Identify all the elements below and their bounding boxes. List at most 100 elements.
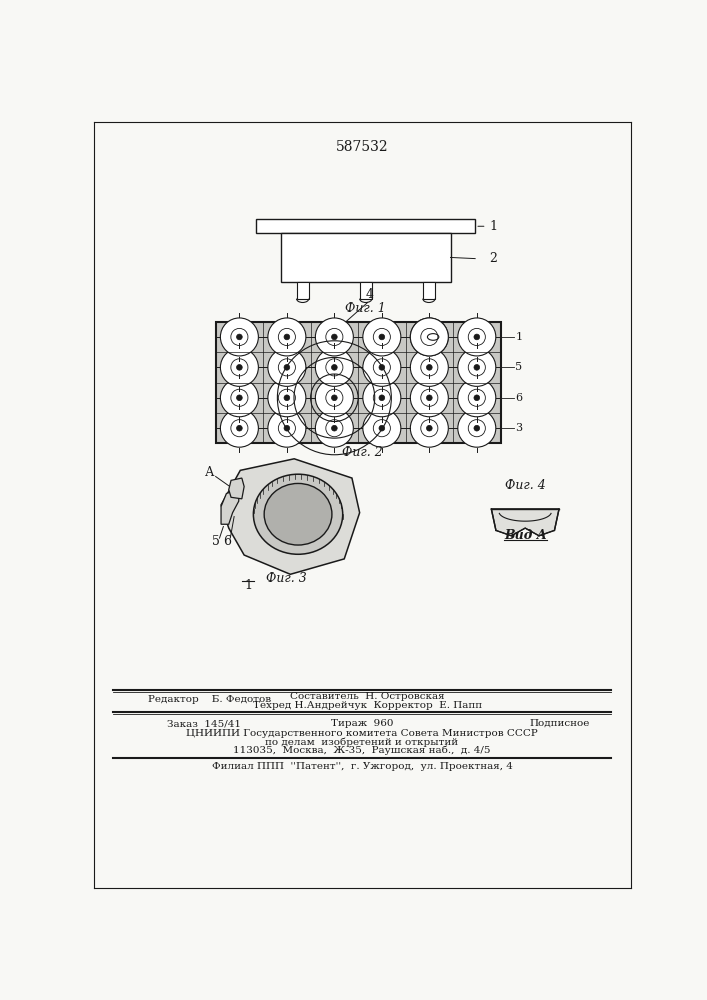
Circle shape xyxy=(279,420,296,437)
Circle shape xyxy=(315,379,354,417)
Circle shape xyxy=(268,348,306,386)
Circle shape xyxy=(237,425,243,431)
Circle shape xyxy=(332,395,337,401)
Circle shape xyxy=(279,359,296,376)
Circle shape xyxy=(363,318,401,356)
Circle shape xyxy=(421,389,438,406)
Text: 5: 5 xyxy=(515,362,522,372)
Circle shape xyxy=(458,409,496,447)
Text: Заказ  145/41: Заказ 145/41 xyxy=(167,719,241,728)
Text: 1: 1 xyxy=(244,579,252,592)
Circle shape xyxy=(410,318,448,356)
Text: Фиг. 3: Фиг. 3 xyxy=(266,572,307,585)
Circle shape xyxy=(326,359,343,376)
Text: Составитель  Н. Островская: Составитель Н. Островская xyxy=(290,692,445,701)
Circle shape xyxy=(426,365,432,370)
Circle shape xyxy=(379,425,385,431)
Circle shape xyxy=(326,420,343,437)
Circle shape xyxy=(458,348,496,386)
Bar xyxy=(216,322,501,443)
Text: Фиг. 4: Фиг. 4 xyxy=(505,479,546,492)
Circle shape xyxy=(279,389,296,406)
Bar xyxy=(256,219,475,233)
Circle shape xyxy=(474,365,479,370)
Text: Фиг. 1: Фиг. 1 xyxy=(344,302,385,315)
Circle shape xyxy=(315,318,354,356)
Circle shape xyxy=(363,379,401,417)
Circle shape xyxy=(221,409,258,447)
Circle shape xyxy=(363,409,401,447)
Polygon shape xyxy=(221,459,360,574)
Circle shape xyxy=(421,328,438,345)
Circle shape xyxy=(363,348,401,386)
Circle shape xyxy=(373,359,390,376)
Circle shape xyxy=(468,328,486,345)
Circle shape xyxy=(326,328,343,345)
Circle shape xyxy=(410,348,448,386)
Text: 6: 6 xyxy=(515,393,522,403)
Text: Вид A: Вид A xyxy=(504,529,547,542)
Text: Тираж  960: Тираж 960 xyxy=(331,719,393,728)
Circle shape xyxy=(373,389,390,406)
Text: 113035,  Москва,  Ж-35,  Раушская наб.,  д. 4/5: 113035, Москва, Ж-35, Раушская наб., д. … xyxy=(233,746,491,755)
Circle shape xyxy=(379,395,385,401)
Circle shape xyxy=(468,420,486,437)
Circle shape xyxy=(426,334,432,340)
Circle shape xyxy=(284,425,290,431)
Circle shape xyxy=(410,409,448,447)
Circle shape xyxy=(332,365,337,370)
Circle shape xyxy=(221,348,258,386)
Circle shape xyxy=(237,395,243,401)
Polygon shape xyxy=(491,509,559,536)
Polygon shape xyxy=(221,490,239,524)
Circle shape xyxy=(221,318,258,356)
Circle shape xyxy=(268,318,306,356)
Circle shape xyxy=(458,318,496,356)
Text: 5: 5 xyxy=(211,535,220,548)
Circle shape xyxy=(231,328,248,345)
Circle shape xyxy=(326,389,343,406)
Circle shape xyxy=(231,359,248,376)
Bar xyxy=(423,282,435,299)
Circle shape xyxy=(284,395,290,401)
Circle shape xyxy=(410,379,448,417)
Text: 4: 4 xyxy=(366,288,374,301)
Text: 587532: 587532 xyxy=(336,140,388,154)
Circle shape xyxy=(421,359,438,376)
Circle shape xyxy=(373,328,390,345)
Text: Подписное: Подписное xyxy=(529,719,590,728)
Circle shape xyxy=(458,379,496,417)
Text: 1: 1 xyxy=(489,220,497,233)
Text: ЦНИИПИ Государственного комитета Совета Министров СССР: ЦНИИПИ Государственного комитета Совета … xyxy=(186,729,538,738)
Ellipse shape xyxy=(264,483,332,545)
Circle shape xyxy=(379,365,385,370)
Circle shape xyxy=(474,395,479,401)
Circle shape xyxy=(468,359,486,376)
Circle shape xyxy=(410,318,448,356)
Circle shape xyxy=(332,334,337,340)
Circle shape xyxy=(332,425,337,431)
Text: Филиал ППП  ''Патент'',  г. Ужгород,  ул. Проектная, 4: Филиал ППП ''Патент'', г. Ужгород, ул. П… xyxy=(211,762,513,771)
Circle shape xyxy=(315,409,354,447)
Circle shape xyxy=(379,334,385,340)
Circle shape xyxy=(421,420,438,437)
Text: по делам  изобретений и открытий: по делам изобретений и открытий xyxy=(265,737,459,747)
Ellipse shape xyxy=(253,474,343,554)
Text: Редактор    Б. Федотов: Редактор Б. Федотов xyxy=(148,695,271,704)
Text: 6: 6 xyxy=(223,535,231,548)
Circle shape xyxy=(315,348,354,386)
Circle shape xyxy=(284,365,290,370)
Circle shape xyxy=(468,389,486,406)
Circle shape xyxy=(426,425,432,431)
Polygon shape xyxy=(229,478,244,499)
Text: Техред Н.Андрейчук  Корректор  Е. Папп: Техред Н.Андрейчук Корректор Е. Папп xyxy=(253,701,482,710)
Text: Фиг. 2: Фиг. 2 xyxy=(341,446,382,459)
Text: 3: 3 xyxy=(515,423,522,433)
Circle shape xyxy=(268,409,306,447)
Circle shape xyxy=(231,420,248,437)
Text: А: А xyxy=(205,466,214,479)
Circle shape xyxy=(268,379,306,417)
Circle shape xyxy=(474,425,479,431)
Circle shape xyxy=(373,420,390,437)
Text: 1: 1 xyxy=(515,332,522,342)
